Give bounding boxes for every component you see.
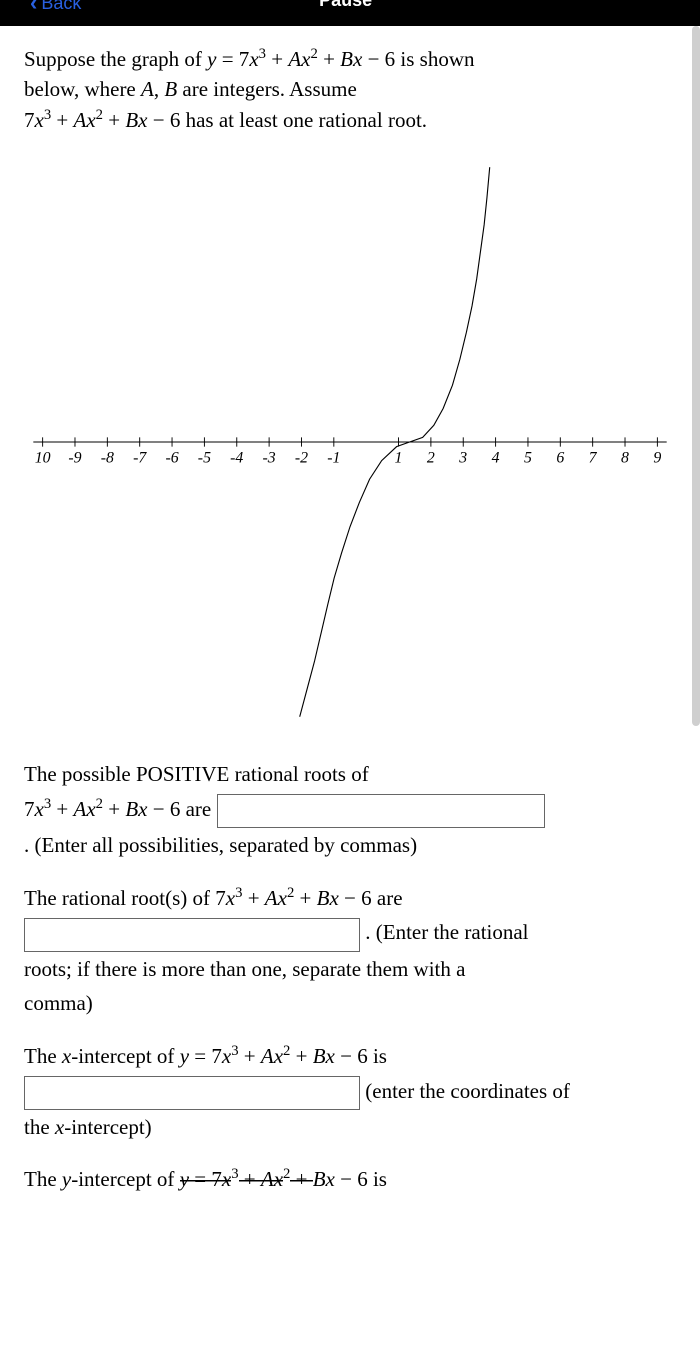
graph-svg: 10 -9 -8 -7 -6 -5 -4 -3 -2 -1 1 2 3 4 5 6 7 8 9 xyxy=(24,147,676,737)
content-area: Suppose the graph of y = 7x3 + Ax2 + Bx … xyxy=(0,26,700,1197)
scrollbar[interactable] xyxy=(692,26,700,726)
svg-text:-5: -5 xyxy=(198,450,211,467)
chevron-left-icon: ‹ xyxy=(30,0,37,16)
svg-text:1: 1 xyxy=(395,450,403,467)
header-bar: ‹ Back Pause xyxy=(0,0,700,26)
question-4-partial: The y-intercept of y = 7x3 + Ax2 + Bx − … xyxy=(24,1162,676,1197)
question-2: The rational root(s) of 7x3 + Ax2 + Bx −… xyxy=(24,881,676,1021)
back-button[interactable]: ‹ Back xyxy=(30,0,81,16)
question-1: The possible POSITIVE rational roots of … xyxy=(24,757,676,862)
q1-input[interactable] xyxy=(217,794,545,828)
problem-statement: Suppose the graph of y = 7x3 + Ax2 + Bx … xyxy=(24,44,676,135)
svg-text:8: 8 xyxy=(621,450,629,467)
svg-text:-6: -6 xyxy=(165,450,178,467)
svg-text:-4: -4 xyxy=(230,450,243,467)
svg-text:-3: -3 xyxy=(263,450,276,467)
question-3: The x-intercept of y = 7x3 + Ax2 + Bx − … xyxy=(24,1039,676,1144)
svg-text:4: 4 xyxy=(492,450,500,467)
svg-text:-7: -7 xyxy=(133,450,147,467)
svg-text:6: 6 xyxy=(556,450,564,467)
svg-text:-9: -9 xyxy=(68,450,81,467)
svg-text:-2: -2 xyxy=(295,450,308,467)
svg-text:10: 10 xyxy=(35,450,51,467)
header-title: Pause xyxy=(319,0,372,11)
svg-text:-1: -1 xyxy=(327,450,340,467)
svg-text:-8: -8 xyxy=(101,450,114,467)
svg-text:7: 7 xyxy=(589,450,598,467)
q3-input[interactable] xyxy=(24,1076,360,1110)
q2-input[interactable] xyxy=(24,918,360,952)
graph: 10 -9 -8 -7 -6 -5 -4 -3 -2 -1 1 2 3 4 5 6 7 8 9 xyxy=(24,147,676,737)
svg-text:9: 9 xyxy=(653,450,661,467)
svg-text:3: 3 xyxy=(458,450,467,467)
back-label: Back xyxy=(41,0,81,14)
svg-text:5: 5 xyxy=(524,450,532,467)
svg-text:2: 2 xyxy=(427,450,435,467)
